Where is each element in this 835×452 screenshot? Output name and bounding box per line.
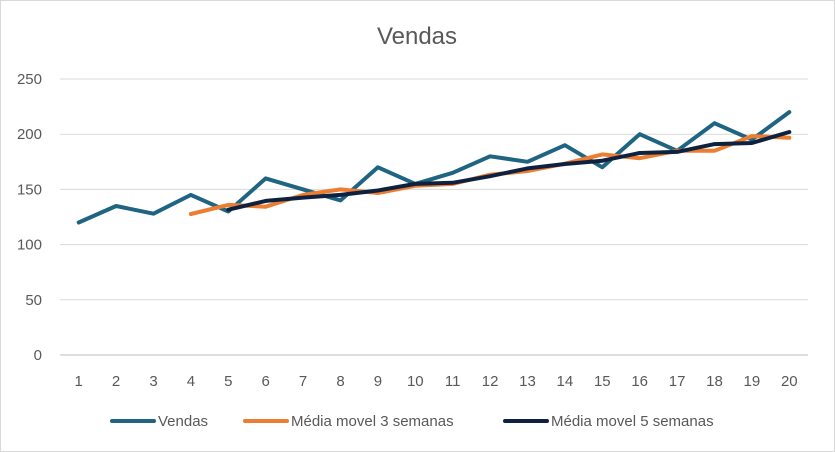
x-tick-label: 1 — [75, 373, 83, 390]
y-axis-ticks: 0 50 100 150 200 250 — [17, 71, 42, 364]
x-tick-label: 20 — [781, 373, 798, 390]
x-tick-label: 15 — [594, 373, 611, 390]
x-tick-label: 5 — [224, 373, 232, 390]
legend-label: Vendas — [158, 413, 208, 430]
x-tick-label: 12 — [482, 373, 499, 390]
legend-item: Média movel 5 semanas — [503, 413, 714, 430]
x-tick-label: 13 — [519, 373, 536, 390]
y-tick-label: 0 — [34, 347, 42, 364]
y-tick-label: 200 — [17, 126, 42, 143]
x-tick-label: 8 — [336, 373, 344, 390]
x-tick-label: 19 — [744, 373, 761, 390]
x-tick-label: 9 — [374, 373, 382, 390]
x-tick-label: 4 — [187, 373, 195, 390]
gridlines — [60, 78, 808, 356]
x-tick-label: 3 — [149, 373, 157, 390]
y-tick-label: 50 — [25, 292, 42, 309]
y-tick-label: 250 — [17, 71, 42, 88]
x-tick-label: 6 — [262, 373, 270, 390]
series-line-m-dia-movel-5-semanas — [226, 130, 792, 212]
x-tick-label: 2 — [112, 373, 120, 390]
y-tick-label: 100 — [17, 237, 42, 254]
x-tick-label: 7 — [299, 373, 307, 390]
legend-item: Vendas — [110, 413, 208, 430]
x-tick-label: 18 — [706, 373, 723, 390]
x-axis-ticks: 1 2 3 4 5 6 7 8 9 10 11 12 13 14 15 16 17 18 19 20 — [75, 373, 798, 390]
chart-title: Vendas — [377, 23, 457, 50]
legend: Vendas Média movel 3 semanas Média movel 5… — [110, 413, 714, 430]
x-tick-label: 16 — [631, 373, 648, 390]
series-line-vendas — [76, 110, 792, 225]
y-tick-label: 150 — [17, 181, 42, 198]
x-tick-label: 17 — [669, 373, 686, 390]
legend-label: Média movel 3 semanas — [291, 413, 454, 430]
legend-label: Média movel 5 semanas — [551, 413, 714, 430]
series-lines — [76, 110, 792, 225]
x-tick-label: 14 — [557, 373, 574, 390]
x-tick-label: 11 — [445, 373, 461, 390]
x-tick-label: 10 — [407, 373, 424, 390]
legend-item: Média movel 3 semanas — [243, 413, 454, 430]
